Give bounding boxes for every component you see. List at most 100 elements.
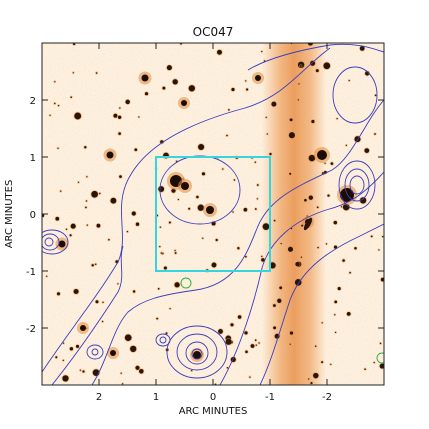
contour-line <box>259 223 384 385</box>
contour-ring <box>44 237 54 247</box>
edge-on-galaxy <box>303 217 313 231</box>
field-object <box>245 350 248 354</box>
field-object <box>300 256 303 258</box>
field-object <box>130 345 137 353</box>
field-object <box>117 115 122 119</box>
field-object <box>113 113 118 118</box>
field-object <box>245 80 247 82</box>
field-object <box>243 207 248 212</box>
field-object <box>62 359 64 362</box>
field-object <box>225 338 232 345</box>
field-object <box>139 369 144 374</box>
field-object <box>42 214 45 218</box>
field-object <box>169 308 171 310</box>
field-object <box>310 382 313 385</box>
contour-ring <box>344 168 370 202</box>
field-object <box>373 361 375 364</box>
bright-object <box>317 150 327 160</box>
field-object <box>327 194 330 197</box>
field-object <box>101 320 104 323</box>
field-object <box>188 207 191 210</box>
field-object <box>313 372 319 379</box>
field-object <box>378 249 380 251</box>
field-object <box>364 148 370 153</box>
field-object <box>85 200 88 202</box>
field-object <box>330 363 332 365</box>
field-object <box>273 326 277 330</box>
field-object <box>120 372 122 374</box>
contour-ring <box>332 66 378 124</box>
field-object <box>82 370 85 373</box>
field-object <box>249 376 251 378</box>
field-object <box>232 211 234 213</box>
field-object <box>174 282 180 288</box>
field-object <box>177 198 179 201</box>
field-object <box>359 46 365 51</box>
field-object <box>54 81 56 83</box>
field-object <box>86 224 88 226</box>
field-object <box>323 62 331 70</box>
contour-ring <box>166 325 228 379</box>
field-object <box>94 263 97 266</box>
field-object <box>135 222 140 226</box>
field-object <box>314 345 317 347</box>
field-object <box>304 198 307 202</box>
field-object <box>266 133 268 135</box>
field-object <box>231 87 235 92</box>
field-object <box>49 114 51 116</box>
field-object <box>269 152 272 156</box>
contour-line <box>247 43 384 71</box>
bright-object <box>110 350 116 356</box>
x-tick-label: -1 <box>265 392 275 403</box>
contour-ring <box>42 233 60 251</box>
field-object <box>134 148 138 152</box>
field-object <box>280 242 282 245</box>
field-object <box>345 144 347 146</box>
bright-object <box>193 351 201 359</box>
field-object <box>333 220 338 225</box>
field-object <box>379 363 384 369</box>
field-object <box>288 132 295 139</box>
field-object <box>222 168 224 170</box>
field-object <box>307 43 313 46</box>
field-object <box>60 190 62 192</box>
y-tick-label: 1 <box>30 153 36 164</box>
field-object <box>202 237 204 239</box>
field-object <box>168 221 171 224</box>
field-object <box>144 92 149 96</box>
field-object <box>308 378 310 380</box>
field-object <box>95 300 99 304</box>
field-object <box>364 368 366 370</box>
field-object <box>254 161 256 163</box>
field-object <box>159 245 161 248</box>
field-object <box>166 65 172 71</box>
contour-ring <box>155 333 171 347</box>
field-object <box>335 331 337 333</box>
contour-ring <box>42 229 69 255</box>
field-object <box>125 99 130 105</box>
field-object <box>342 259 345 262</box>
field-object <box>215 238 218 242</box>
field-object <box>298 83 300 85</box>
field-object <box>337 287 341 291</box>
field-object <box>334 300 338 304</box>
field-object <box>346 312 351 316</box>
bright-streak <box>262 43 326 385</box>
field-object <box>191 369 193 372</box>
field-object <box>62 375 69 382</box>
field-object <box>374 133 376 135</box>
chart-title: OC047 <box>193 25 234 39</box>
y-tick-label: -1 <box>26 267 36 278</box>
circle-markers <box>180 277 384 364</box>
field-object <box>256 198 258 200</box>
field-object <box>279 286 283 290</box>
contour-ring <box>176 333 218 371</box>
field-object <box>198 143 205 151</box>
contour-line <box>51 245 124 385</box>
highlight-box <box>155 156 271 272</box>
field-object <box>57 104 60 107</box>
x-tick-label: 2 <box>96 392 102 403</box>
field-object <box>163 266 167 270</box>
contour-line <box>91 99 384 385</box>
field-object <box>289 331 294 335</box>
